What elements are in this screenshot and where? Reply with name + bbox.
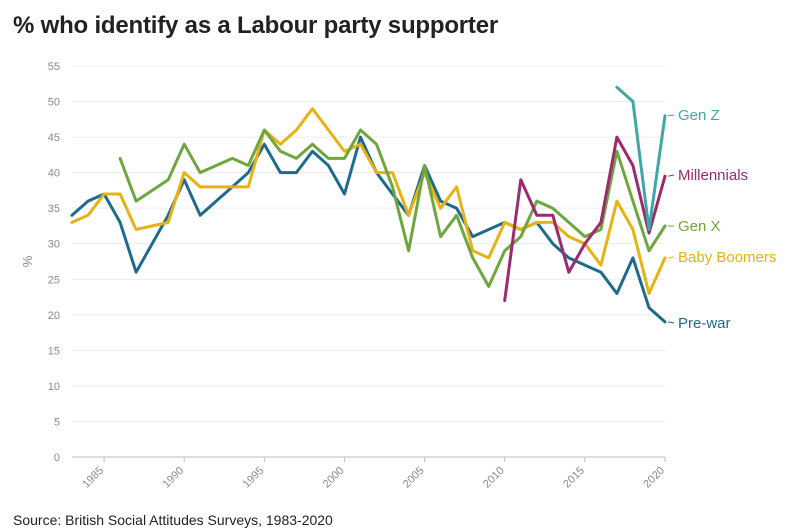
end-label-millennials: Millennials xyxy=(678,167,748,184)
y-tick-label: 15 xyxy=(48,345,60,357)
y-axis-label: % xyxy=(20,255,35,267)
y-tick-label: 0 xyxy=(54,452,60,464)
x-tick-label: 1985 xyxy=(80,465,106,491)
y-tick-label: 30 xyxy=(48,239,60,251)
end-label-pre-war: Pre-war xyxy=(678,315,731,332)
y-tick-label: 45 xyxy=(48,132,60,144)
label-connector xyxy=(668,175,674,176)
end-label-gen-x: Gen X xyxy=(678,218,721,235)
y-tick-label: 40 xyxy=(48,168,60,180)
series-end-labels: Gen Z Millennials Gen X Baby Boomers Pre-war xyxy=(668,107,776,332)
label-connector xyxy=(668,257,674,258)
x-tick-label: 2015 xyxy=(561,465,587,491)
series-lines xyxy=(72,87,665,322)
source-note: Source: British Social Attitudes Surveys… xyxy=(13,512,333,528)
y-tick-label: 10 xyxy=(48,381,60,393)
y-tick-label: 55 xyxy=(48,61,60,73)
y-tick-label: 5 xyxy=(54,416,60,428)
x-axis-ticks: 1985 1990 1995 2000 2005 2010 2015 2020 xyxy=(80,457,667,490)
label-connector xyxy=(668,115,674,116)
x-tick-label: 2005 xyxy=(401,465,427,491)
x-tick-label: 1990 xyxy=(161,465,187,491)
y-tick-label: 25 xyxy=(48,274,60,286)
end-label-gen-z: Gen Z xyxy=(678,107,720,124)
label-connector xyxy=(668,322,674,323)
line-chart: 0 5 10 15 20 25 30 35 40 45 50 55 1985 1990 1995 2000 2… xyxy=(0,0,796,532)
x-tick-label: 2000 xyxy=(321,465,347,491)
x-tick-label: 2010 xyxy=(481,465,507,491)
end-label-baby-boomers: Baby Boomers xyxy=(678,249,776,266)
x-tick-label: 2020 xyxy=(641,465,667,491)
y-tick-label: 20 xyxy=(48,310,60,322)
y-tick-label: 35 xyxy=(48,203,60,215)
y-axis-ticks: 0 5 10 15 20 25 30 35 40 45 50 55 xyxy=(48,61,60,464)
y-tick-label: 50 xyxy=(48,97,60,109)
x-tick-label: 1995 xyxy=(241,465,267,491)
